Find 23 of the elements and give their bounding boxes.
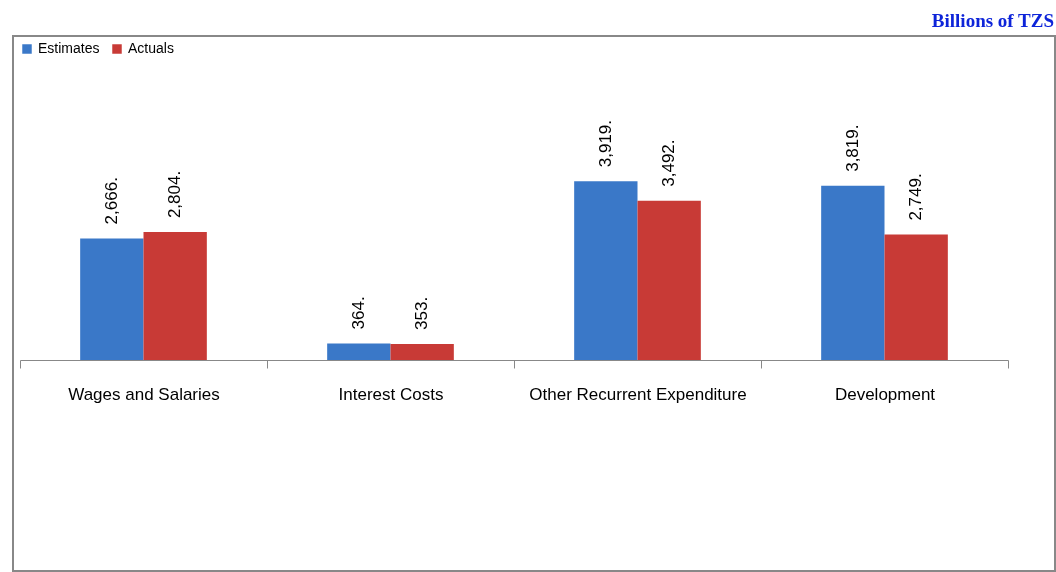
bar (390, 343, 454, 360)
data-label: 2,804. (165, 170, 185, 219)
legend-label: Actuals (128, 40, 174, 56)
x-tick-label: Wages and Salaries (68, 384, 220, 404)
bar (637, 200, 701, 360)
data-label: 2,749. (906, 173, 926, 221)
data-label: 2,666. (101, 177, 121, 225)
data-label: 364. (348, 296, 368, 330)
bar (574, 181, 638, 360)
bar (821, 185, 885, 360)
text: Billions of TZS (931, 10, 1054, 32)
x-tick-label: Interest Costs (338, 384, 444, 404)
legend-label: Estimates (38, 40, 100, 56)
data-label: 3,919. (595, 119, 615, 168)
x-tick-label: Development (834, 384, 936, 404)
x-tick-label: Other Recurrent Expenditure (529, 384, 747, 404)
bar (80, 238, 144, 360)
bar (884, 234, 948, 360)
data-label: 353. (412, 296, 432, 330)
bar (327, 343, 391, 360)
data-label: 3,819. (842, 124, 862, 172)
data-label: 3,492. (659, 139, 679, 187)
bar (143, 232, 207, 360)
